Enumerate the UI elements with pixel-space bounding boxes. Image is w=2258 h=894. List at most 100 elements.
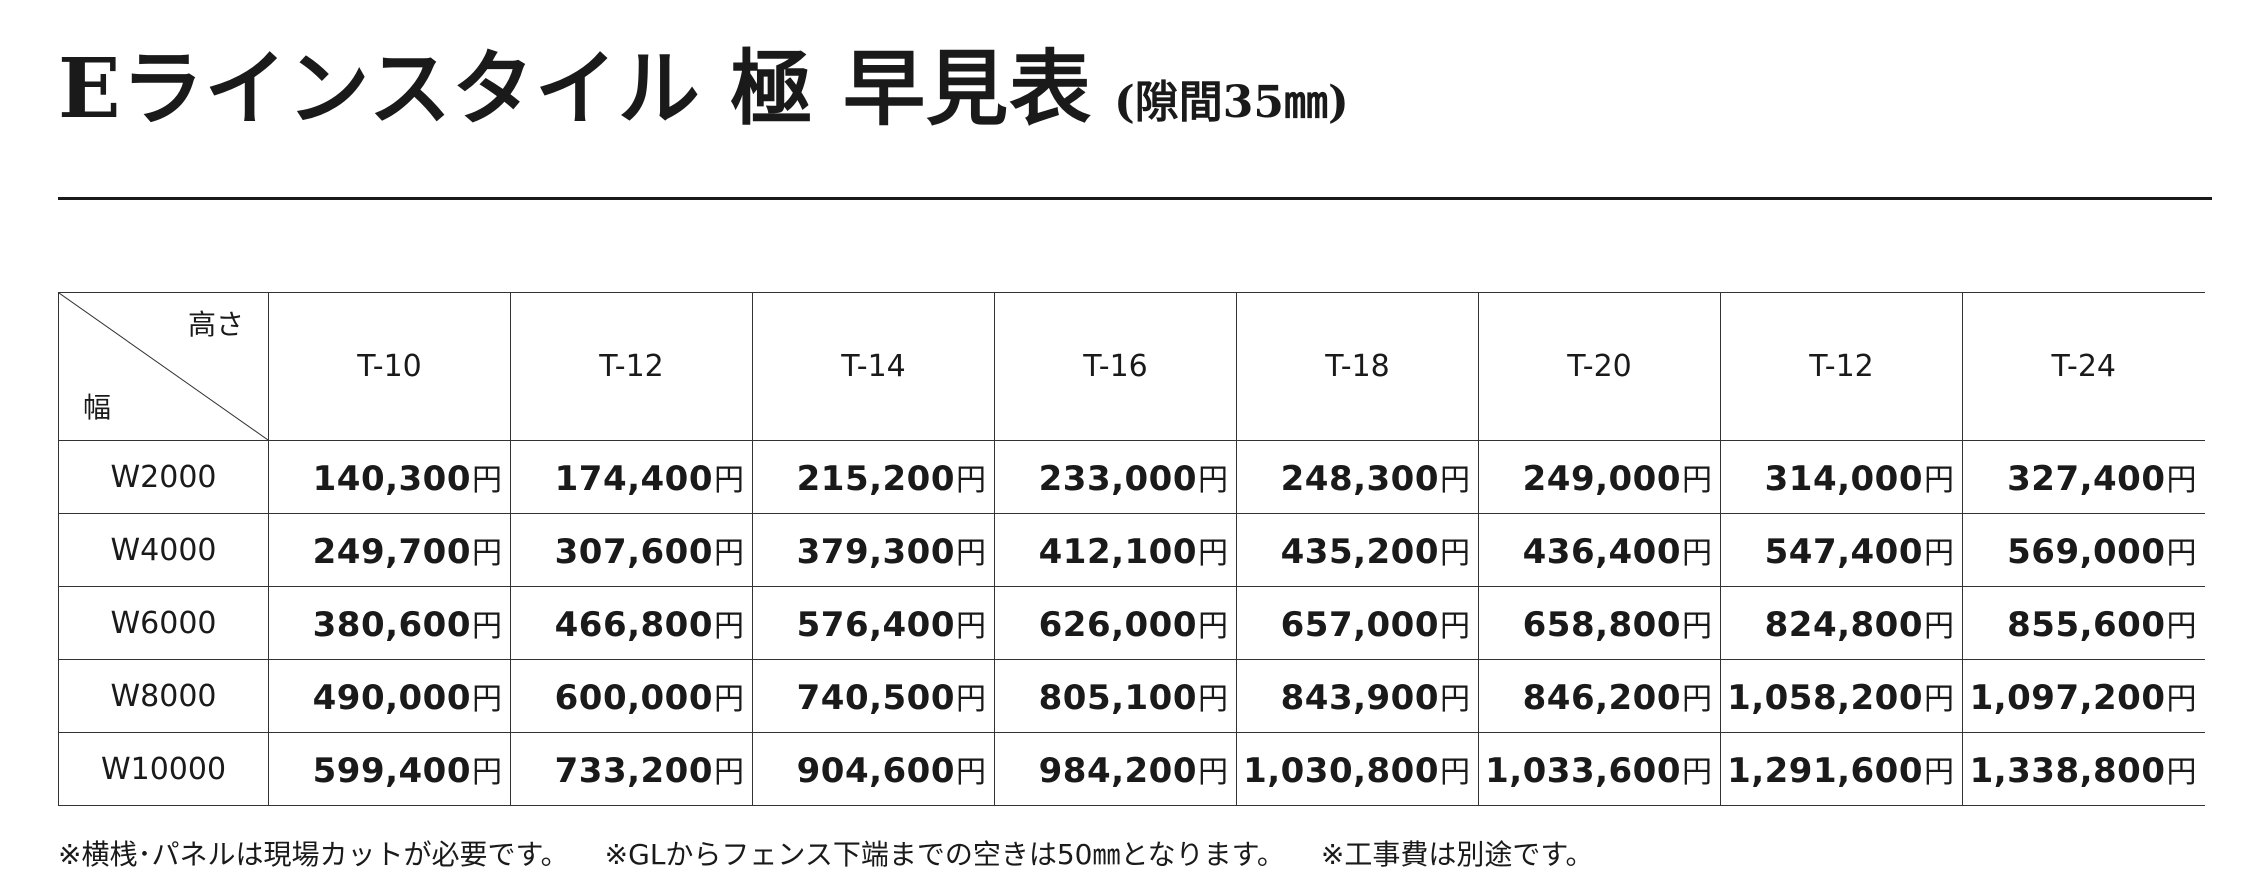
price-value: 846,200 bbox=[1522, 678, 1681, 718]
price-value: 600,000 bbox=[554, 678, 713, 718]
currency-unit: 円 bbox=[1440, 609, 1470, 644]
column-header: T-12 bbox=[1720, 292, 1963, 441]
title-divider bbox=[58, 197, 2212, 200]
currency-unit: 円 bbox=[1924, 463, 1954, 498]
price-cell: 1,058,200円 bbox=[1720, 659, 1963, 733]
price-cell: 1,033,600円 bbox=[1478, 732, 1721, 806]
currency-unit: 円 bbox=[1198, 463, 1228, 498]
price-cell: 904,600円 bbox=[752, 732, 995, 806]
corner-diagonal bbox=[59, 293, 268, 440]
price-value: 1,030,800 bbox=[1243, 751, 1439, 791]
currency-unit: 円 bbox=[1440, 463, 1470, 498]
price-cell: 327,400円 bbox=[1962, 440, 2205, 514]
price-value: 984,200 bbox=[1038, 751, 1197, 791]
price-cell: 248,300円 bbox=[1236, 440, 1479, 514]
price-value: 569,000 bbox=[2007, 532, 2166, 572]
price-value: 215,200 bbox=[796, 459, 955, 499]
price-value: 626,000 bbox=[1038, 605, 1197, 645]
price-value: 248,300 bbox=[1280, 459, 1439, 499]
price-value: 740,500 bbox=[796, 678, 955, 718]
price-cell: 855,600円 bbox=[1962, 586, 2205, 660]
column-header: T-14 bbox=[752, 292, 995, 441]
currency-unit: 円 bbox=[714, 463, 744, 498]
price-value: 233,000 bbox=[1038, 459, 1197, 499]
currency-unit: 円 bbox=[1924, 536, 1954, 571]
price-cell: 490,000円 bbox=[268, 659, 511, 733]
currency-unit: 円 bbox=[1198, 609, 1228, 644]
price-value: 249,700 bbox=[312, 532, 471, 572]
currency-unit: 円 bbox=[1682, 536, 1712, 571]
price-value: 658,800 bbox=[1522, 605, 1681, 645]
currency-unit: 円 bbox=[956, 609, 986, 644]
price-value: 657,000 bbox=[1280, 605, 1439, 645]
price-value: 174,400 bbox=[554, 459, 713, 499]
price-cell: 174,400円 bbox=[510, 440, 753, 514]
currency-unit: 円 bbox=[1924, 609, 1954, 644]
price-cell: 435,200円 bbox=[1236, 513, 1479, 587]
price-cell: 233,000円 bbox=[994, 440, 1237, 514]
price-cell: 436,400円 bbox=[1478, 513, 1721, 587]
column-header: T-10 bbox=[268, 292, 511, 441]
table-row: W8000 490,000円 600,000円 740,500円 805,100円 843… bbox=[58, 659, 2205, 733]
price-value: 1,097,200 bbox=[1969, 678, 2166, 718]
price-cell: 843,900円 bbox=[1236, 659, 1479, 733]
price-cell: 658,800円 bbox=[1478, 586, 1721, 660]
price-value: 1,058,200 bbox=[1727, 678, 1923, 718]
price-cell: 1,338,800円 bbox=[1962, 732, 2205, 806]
currency-unit: 円 bbox=[2166, 755, 2197, 790]
price-value: 140,300 bbox=[312, 459, 471, 499]
currency-unit: 円 bbox=[1440, 682, 1470, 717]
price-value: 314,000 bbox=[1764, 459, 1923, 499]
currency-unit: 円 bbox=[472, 536, 502, 571]
price-cell: 314,000円 bbox=[1720, 440, 1963, 514]
price-value: 576,400 bbox=[796, 605, 955, 645]
title-subtitle: (隙間35㎜) bbox=[1113, 77, 1349, 128]
currency-unit: 円 bbox=[956, 682, 986, 717]
price-cell: 733,200円 bbox=[510, 732, 753, 806]
currency-unit: 円 bbox=[2166, 536, 2197, 571]
price-value: 547,400 bbox=[1764, 532, 1923, 572]
price-cell: 140,300円 bbox=[268, 440, 511, 514]
price-value: 824,800 bbox=[1764, 605, 1923, 645]
price-value: 249,000 bbox=[1522, 459, 1681, 499]
currency-unit: 円 bbox=[1682, 609, 1712, 644]
price-value: 327,400 bbox=[2007, 459, 2166, 499]
currency-unit: 円 bbox=[956, 755, 986, 790]
price-cell: 599,400円 bbox=[268, 732, 511, 806]
price-cell: 626,000円 bbox=[994, 586, 1237, 660]
currency-unit: 円 bbox=[956, 536, 986, 571]
price-cell: 846,200円 bbox=[1478, 659, 1721, 733]
column-header: T-12 bbox=[510, 292, 753, 441]
currency-unit: 円 bbox=[1682, 463, 1712, 498]
price-value: 733,200 bbox=[554, 751, 713, 791]
price-value: 490,000 bbox=[312, 678, 471, 718]
price-cell: 215,200円 bbox=[752, 440, 995, 514]
currency-unit: 円 bbox=[1682, 682, 1712, 717]
corner-height-label: 高さ bbox=[187, 308, 244, 341]
row-width-label: W4000 bbox=[58, 513, 269, 587]
price-cell: 547,400円 bbox=[1720, 513, 1963, 587]
price-value: 855,600 bbox=[2007, 605, 2166, 645]
price-cell: 600,000円 bbox=[510, 659, 753, 733]
price-value: 1,338,800 bbox=[1969, 751, 2166, 791]
corner-cell: 高さ 幅 bbox=[58, 292, 269, 441]
page-title: Eラインスタイル 極 早見表 (隙間35㎜) bbox=[58, 22, 1349, 141]
currency-unit: 円 bbox=[472, 609, 502, 644]
price-cell: 984,200円 bbox=[994, 732, 1237, 806]
title-main: Eラインスタイル 極 早見表 bbox=[58, 41, 1092, 137]
currency-unit: 円 bbox=[714, 609, 744, 644]
currency-unit: 円 bbox=[1440, 755, 1470, 790]
footnote: ※横桟･パネルは現場カットが必要です。 bbox=[58, 838, 569, 871]
footnotes: ※横桟･パネルは現場カットが必要です。 ※GLからフェンス下端までの空きは50㎜… bbox=[58, 833, 1594, 873]
price-cell: 379,300円 bbox=[752, 513, 995, 587]
column-header: T-20 bbox=[1478, 292, 1721, 441]
row-width-label: W2000 bbox=[58, 440, 269, 514]
currency-unit: 円 bbox=[2166, 463, 2197, 498]
footnote: ※工事費は別途です。 bbox=[1320, 838, 1594, 871]
price-cell: 466,800円 bbox=[510, 586, 753, 660]
table-row: W2000 140,300円 174,400円 215,200円 233,000円 248… bbox=[58, 440, 2205, 514]
price-cell: 1,030,800円 bbox=[1236, 732, 1479, 806]
price-cell: 569,000円 bbox=[1962, 513, 2205, 587]
price-value: 1,033,600 bbox=[1485, 751, 1681, 791]
price-value: 307,600 bbox=[554, 532, 713, 572]
